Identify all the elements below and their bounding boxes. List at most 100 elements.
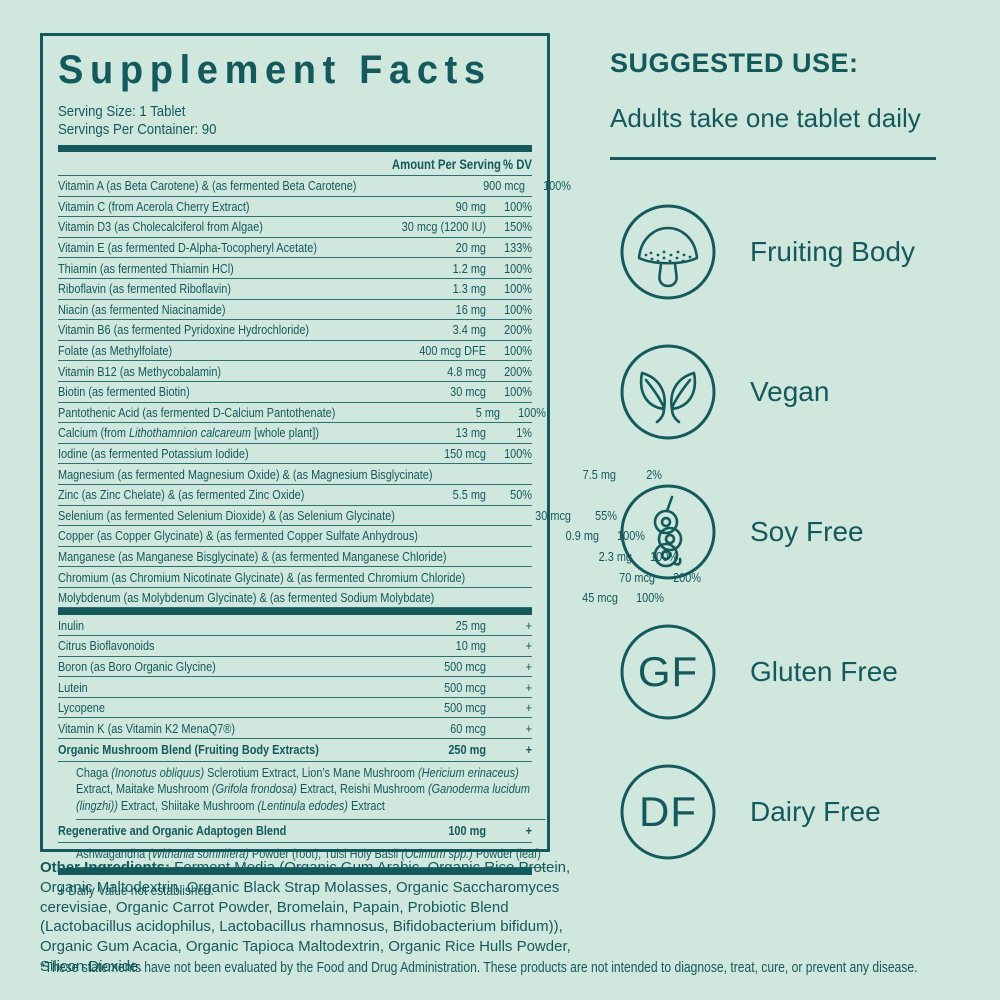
row-name: Folate (as Methylfolate)	[58, 343, 173, 359]
row-amount: 900 mcg	[483, 178, 526, 194]
other-ingredients-text: Ferment Media (Organic Gum Arabic, Organ…	[40, 859, 571, 975]
row-dv: +	[525, 658, 532, 674]
row-name: Biotin (as fermented Biotin)	[58, 384, 190, 400]
row-name: Boron (as Boro Organic Glycine)	[58, 658, 216, 674]
row-amount: 0.9 mg	[565, 528, 599, 544]
row-name: Chromium (as Chromium Nicotinate Glycina…	[58, 569, 466, 585]
table-row: Copper (as Copper Glycinate) & (as ferme…	[58, 526, 645, 547]
row-name: Molybdenum (as Molybdenum Glycinate) & (…	[58, 590, 435, 606]
row-dv: +	[525, 720, 532, 736]
table-row: Thiamin (as fermented Thiamin HCl) 1.2 mg…	[58, 258, 532, 279]
badge-label: Soy Free	[750, 516, 864, 547]
row-name: Zinc (as Zinc Chelate) & (as fermented Z…	[58, 487, 305, 503]
row-name: Iodine (as fermented Potassium Iodide)	[58, 446, 249, 462]
suggested-use-text: Adults take one tablet daily	[610, 103, 921, 133]
row-name: Vitamin E (as fermented D-Alpha-Tocopher…	[58, 240, 317, 256]
row-amount: 500 mcg	[444, 658, 486, 674]
section-divider	[58, 868, 532, 876]
badge-fruiting-body: Fruiting Body	[618, 202, 915, 302]
row-amount: 16 mg	[455, 301, 486, 317]
row-name: Calcium (from Lithothamnion calcareum [w…	[58, 425, 319, 441]
table-row: Pantothenic Acid (as fermented D-Calcium…	[58, 403, 546, 424]
row-name: Riboflavin (as fermented Riboflavin)	[58, 281, 231, 297]
row-name: Niacin (as fermented Niacinamide)	[58, 301, 226, 317]
column-headers: Amount Per Serving % DV	[58, 152, 532, 176]
badge-list: Fruiting Body Vegan	[618, 202, 915, 902]
row-dv: 100%	[504, 384, 532, 400]
row-name: Vitamin K (as Vitamin K2 MenaQ7®)	[58, 720, 235, 736]
row-amount: 30 mcg (1200 IU)	[401, 219, 486, 235]
table-row: Zinc (as Zinc Chelate) & (as fermented Z…	[58, 485, 532, 506]
row-dv: 100%	[518, 404, 547, 420]
row-name: Copper (as Copper Glycinate) & (as ferme…	[58, 528, 418, 544]
row-dv: 55%	[595, 507, 618, 523]
row-dv: 100%	[504, 198, 532, 214]
row-name: Vitamin C (from Acerola Cherry Extract)	[58, 198, 250, 214]
table-row: Vitamin K (as Vitamin K2 MenaQ7®) 60 mcg +	[58, 718, 532, 740]
table-row: Riboflavin (as fermented Riboflavin) 1.3 …	[58, 279, 532, 300]
row-amount: 150 mcg	[444, 446, 486, 462]
badge-label: Vegan	[750, 376, 830, 407]
row-name: Lycopene	[58, 700, 105, 716]
row-amount: 500 mcg	[444, 700, 486, 716]
row-dv: 100%	[504, 343, 532, 359]
table-row: Selenium (as fermented Selenium Dioxide)…	[58, 506, 617, 527]
row-dv: 100%	[543, 178, 572, 194]
fda-disclaimer: *These statements have not been evaluate…	[40, 960, 918, 976]
row-name: Vitamin A (as Beta Carotene) & (as ferme…	[58, 178, 357, 194]
row-amount: 4.8 mcg	[447, 363, 486, 379]
badge-dairy-free: DF Dairy Free	[618, 762, 915, 862]
table-row: Organic Mushroom Blend (Fruiting Body Ex…	[58, 739, 532, 762]
row-dv: 100%	[504, 281, 532, 297]
badge-label: Gluten Free	[750, 656, 898, 687]
table-row: Magnesium (as fermented Magnesium Oxide)…	[58, 464, 662, 485]
row-dv: 100%	[504, 260, 532, 276]
row-dv: +	[525, 700, 532, 716]
row-dv: 2%	[646, 466, 662, 482]
table-row: Regenerative and Organic Adaptogen Blend…	[58, 820, 532, 843]
row-dv: +	[525, 742, 532, 758]
row-amount: 30 mcg	[450, 384, 486, 400]
row-name: Vitamin D3 (as Cholecalciferol from Alga…	[58, 219, 263, 235]
badge-vegan: Vegan	[618, 342, 915, 442]
supplement-facts-panel: Supplement Facts Serving Size: 1 Tablet …	[40, 33, 701, 898]
table-row: Citrus Bioflavonoids 10 mg +	[58, 636, 532, 657]
row-amount: 500 mcg	[444, 679, 486, 695]
row-name: Thiamin (as fermented Thiamin HCl)	[58, 260, 234, 276]
servings-per-container: Servings Per Container: 90	[58, 121, 217, 138]
row-amount: 90 mg	[455, 198, 486, 214]
badge-soy-free: Soy Free	[618, 482, 915, 582]
table-row: Vitamin C (from Acerola Cherry Extract) 9…	[58, 197, 532, 218]
row-amount: 1.3 mg	[452, 281, 486, 297]
row-name: Organic Mushroom Blend (Fruiting Body Ex…	[58, 742, 319, 758]
row-name: Pantothenic Acid (as fermented D-Calcium…	[58, 404, 336, 420]
badge-gluten-free: GF Gluten Free	[618, 622, 915, 722]
row-name: Lutein	[58, 679, 88, 695]
table-row: Iodine (as fermented Potassium Iodide) 15…	[58, 444, 532, 465]
df-monogram-icon: DF	[620, 764, 716, 860]
row-amount: 60 mcg	[450, 720, 486, 736]
row-amount: 5.5 mg	[452, 487, 486, 503]
gf-monogram: GF	[638, 648, 698, 695]
row-amount: 7.5 mg	[582, 466, 616, 482]
facts-rows: Vitamin A (as Beta Carotene) & (as ferme…	[58, 176, 701, 876]
col-dv: % DV	[503, 157, 532, 172]
table-row: Folate (as Methylfolate) 400 mcg DFE 100%	[58, 341, 532, 362]
row-name: Vitamin B6 (as fermented Pyridoxine Hydr…	[58, 322, 310, 338]
col-amount-per-serving: Amount Per Serving	[391, 157, 501, 172]
row-amount: 100 mg	[448, 823, 486, 839]
panel-title: Supplement Facts	[58, 48, 492, 92]
mushroom-icon	[620, 204, 716, 300]
table-row: Molybdenum (as Molybdenum Glycinate) & (…	[58, 588, 664, 609]
table-row: Calcium (from Lithothamnion calcareum [w…	[58, 423, 532, 444]
suggested-use-divider	[610, 157, 936, 160]
suggested-use-title: SUGGESTED USE:	[610, 48, 859, 78]
row-dv: +	[525, 679, 532, 695]
row-dv: 200%	[504, 363, 532, 379]
table-row: Vitamin B12 (as Methycobalamin) 4.8 mcg 20…	[58, 361, 532, 382]
row-name: Vitamin B12 (as Methycobalamin)	[58, 363, 222, 379]
row-name: Inulin	[58, 617, 85, 633]
row-amount: 13 mg	[455, 425, 486, 441]
row-dv: 100%	[504, 446, 532, 462]
